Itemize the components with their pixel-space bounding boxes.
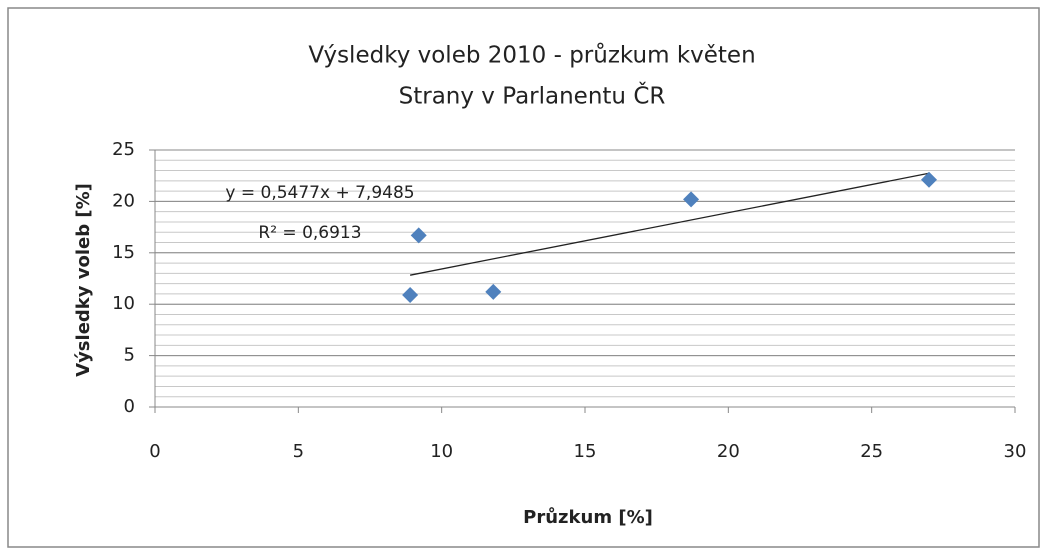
chart-title: Výsledky voleb 2010 - průzkum květen	[308, 42, 755, 69]
y-axis-label: Výsledky voleb [%]	[73, 183, 94, 377]
point	[410, 227, 427, 244]
x-tick-label: 15	[574, 441, 597, 462]
x-tick-label: 0	[149, 441, 160, 462]
x-tick-label: 5	[293, 441, 304, 462]
trend-equation: y = 0,5477x + 7,9485	[225, 183, 414, 203]
trend-r-squared: R² = 0,6913	[258, 223, 361, 243]
x-tick-label: 20	[717, 441, 740, 462]
point	[921, 171, 937, 188]
point	[402, 286, 419, 303]
x-axis-label: Průzkum [%]	[523, 506, 653, 528]
y-tick-label: 0	[124, 396, 135, 417]
x-tick-label: 10	[430, 441, 453, 462]
point	[485, 283, 502, 300]
y-tick-label: 10	[112, 293, 135, 314]
chart-frame	[7, 7, 1040, 548]
y-tick-label: 15	[112, 242, 135, 263]
y-tick-label: 20	[112, 190, 135, 211]
x-tick-label: 30	[1004, 441, 1027, 462]
y-tick-label: 5	[124, 345, 135, 366]
y-tick-label: 25	[112, 139, 135, 160]
trendline	[410, 172, 930, 276]
chart-subtitle: Strany v Parlanentu ČR	[399, 82, 666, 110]
x-tick-label: 25	[860, 441, 883, 462]
point	[683, 191, 700, 208]
